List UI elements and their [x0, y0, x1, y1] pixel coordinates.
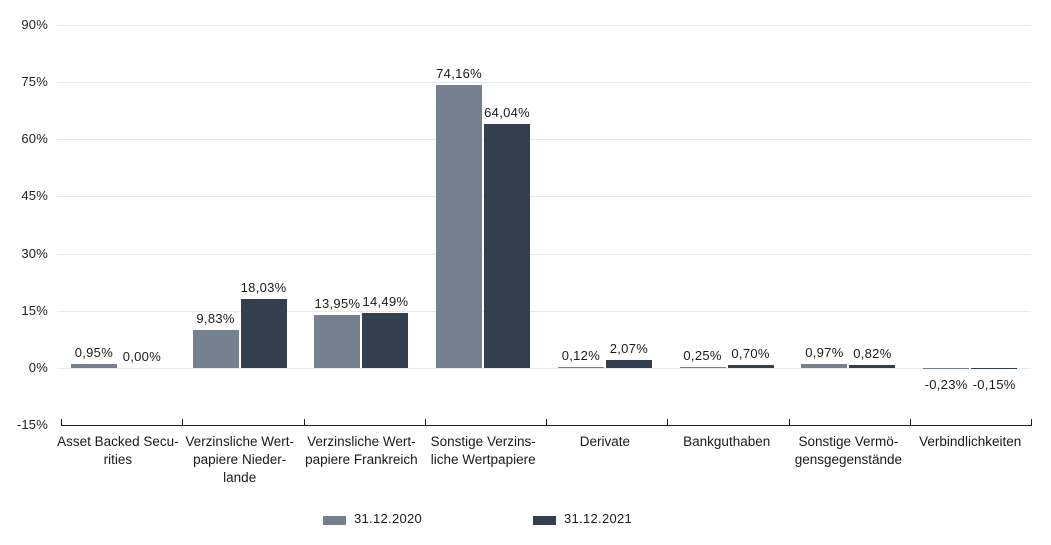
bar-31.12.2020-cat0	[70, 364, 117, 368]
value-label-31.12.2020-cat4: 0,12%	[561, 348, 601, 364]
x-axis-tick	[789, 419, 790, 426]
category-label-1: Verzinsliche Wert-papiere Nieder-lande	[185, 434, 294, 485]
category-label-5: Bankguthaben	[683, 434, 771, 449]
value-label-31.12.2020-cat3: 74,16%	[436, 66, 483, 82]
bar-31.12.2021-cat6	[849, 364, 896, 368]
x-axis-tick	[910, 419, 911, 426]
bar-31.12.2021-cat3	[484, 123, 531, 368]
gridline-0	[57, 368, 1031, 369]
legend-swatch-2021	[533, 516, 556, 525]
legend-label-2020: 31.12.2020	[354, 511, 423, 526]
value-label-31.12.2021-cat6: 0,82%	[853, 345, 892, 361]
value-label-31.12.2021-cat2: 14,49%	[362, 293, 409, 309]
bar-31.12.2021-cat1	[240, 299, 287, 368]
x-axis-tick	[182, 419, 183, 426]
bar-31.12.2020-cat3	[436, 85, 483, 368]
category-label-2: Verzinsliche Wert-papiere Frankreich	[305, 434, 418, 467]
gridline-15	[57, 311, 1031, 312]
category-label-6: Sonstige Vermö-gensgegenstände	[794, 434, 903, 467]
bar-31.12.2020-cat2	[314, 314, 361, 368]
bar-31.12.2021-cat5	[727, 365, 774, 368]
value-label-31.12.2020-cat2: 13,95%	[314, 295, 361, 311]
x-axis-tick	[304, 419, 305, 426]
category-label-3: Sonstige Verzins-liche Wertpapiere	[430, 434, 536, 467]
bar-31.12.2021-cat4	[605, 360, 652, 368]
legend-swatch-2020	[323, 516, 346, 525]
bar-31.12.2020-cat4	[557, 367, 604, 368]
y-axis-tick-label: 45%	[21, 188, 48, 203]
gridline-30	[57, 254, 1031, 255]
value-label-31.12.2021-cat3: 64,04%	[484, 104, 531, 120]
value-label-31.12.2021-cat1: 18,03%	[240, 280, 287, 296]
y-axis-tick-label: 15%	[21, 303, 48, 318]
value-label-31.12.2021-cat0: 0,00%	[122, 348, 162, 364]
y-axis-tick-label: 60%	[21, 131, 48, 146]
x-axis-tick	[546, 419, 547, 426]
bar-31.12.2020-cat6	[801, 364, 848, 368]
x-axis-tick	[667, 419, 668, 426]
category-label-7: Verbindlichkeiten	[919, 434, 1022, 449]
y-axis-tick-label: 90%	[21, 17, 48, 32]
legend-label-2021: 31.12.2021	[564, 511, 633, 526]
x-axis-tick	[1031, 419, 1032, 426]
value-label-31.12.2021-cat7: -0,15%	[972, 376, 1016, 392]
y-axis-tick-label: 30%	[21, 246, 48, 261]
y-axis-tick-label: 0%	[28, 360, 48, 375]
value-label-31.12.2021-cat5: 0,70%	[731, 346, 770, 362]
value-label-31.12.2020-cat1: 9,83%	[196, 311, 235, 327]
category-label-4: Derivate	[579, 434, 631, 449]
value-label-31.12.2020-cat6: 0,97%	[805, 345, 844, 361]
y-axis-tick-label: 75%	[21, 74, 48, 89]
value-label-31.12.2020-cat5: 0,25%	[683, 347, 722, 363]
bar-31.12.2020-cat5	[679, 366, 726, 368]
value-label-31.12.2020-cat7: -0,23%	[924, 376, 968, 392]
legend: 31.12.2020 31.12.2021	[0, 509, 1051, 539]
gridline-60	[57, 139, 1031, 140]
value-label-31.12.2021-cat4: 2,07%	[609, 341, 649, 356]
gridline-75	[57, 82, 1031, 83]
bar-31.12.2020-cat1	[192, 330, 239, 368]
x-axis-tick	[61, 419, 62, 426]
bar-31.12.2021-cat2	[362, 312, 409, 368]
x-axis-tick	[425, 419, 426, 426]
gridline-45	[57, 196, 1031, 197]
bar-31.12.2020-cat7	[923, 367, 970, 369]
y-axis-tick-label: -15%	[16, 417, 48, 432]
bar-31.12.2021-cat7	[971, 367, 1018, 369]
value-label-31.12.2020-cat0: 0,95%	[74, 345, 114, 361]
gridline-90	[57, 25, 1031, 26]
category-label-0: Asset Backed Secu-rities	[57, 434, 179, 467]
